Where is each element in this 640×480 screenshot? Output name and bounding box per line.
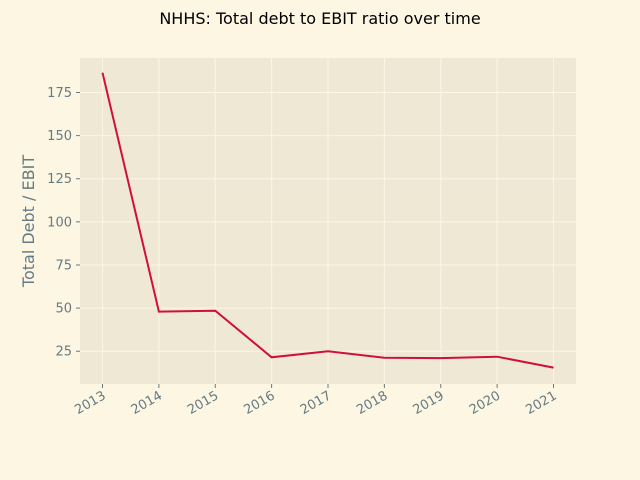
y-tick-label: 175 bbox=[47, 86, 72, 101]
chart-title: NHHS: Total debt to EBIT ratio over time bbox=[159, 9, 480, 28]
x-tick-label: 2013 bbox=[72, 388, 108, 418]
y-tick-label: 25 bbox=[55, 345, 72, 360]
x-tick-label: 2021 bbox=[523, 388, 559, 418]
y-tick-label: 150 bbox=[47, 129, 72, 144]
y-tick-label: 75 bbox=[55, 258, 72, 273]
x-tick-label: 2020 bbox=[467, 388, 503, 418]
y-tick-label: 50 bbox=[55, 302, 72, 317]
x-tick-label: 2014 bbox=[129, 388, 165, 418]
y-tick-label: 125 bbox=[47, 172, 72, 187]
x-tick-label: 2017 bbox=[298, 388, 334, 418]
x-tick-label: 2015 bbox=[185, 388, 221, 418]
series-line bbox=[101, 72, 554, 369]
x-tick-label: 2019 bbox=[411, 388, 447, 418]
y-tick-label: 100 bbox=[47, 215, 72, 230]
y-axis-label: Total Debt / EBIT bbox=[19, 155, 38, 288]
x-tick-label: 2018 bbox=[354, 388, 390, 418]
x-tick-label: 2016 bbox=[241, 388, 277, 418]
